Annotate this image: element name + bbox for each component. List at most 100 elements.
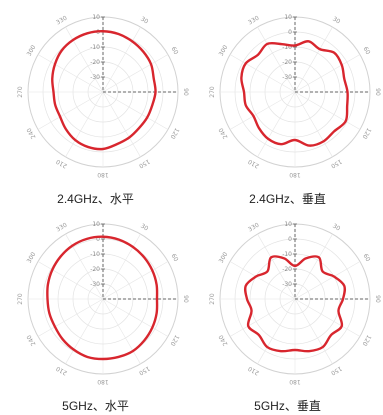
polar-chart-1: 10 0 -10 -20 -30 90 180 270 30 60 120 150 210 240 300 3…	[0, 0, 191, 207]
polar-spoke	[102, 298, 169, 337]
angle-label: 240	[26, 333, 38, 347]
polar-plot-svg: 100-10-20-309018027030601201502102403003…	[209, 14, 381, 178]
angle-label: 60	[362, 253, 372, 263]
angle-label: 300	[218, 44, 230, 58]
polar-spoke	[37, 261, 104, 300]
pattern-series-line	[46, 235, 159, 361]
angle-label: 90	[374, 88, 381, 96]
r-tick-label: -30	[90, 281, 100, 288]
polar-spoke	[102, 54, 169, 93]
r-tick-label: -30	[90, 74, 100, 81]
chart-caption: 5GHz、水平	[62, 399, 129, 413]
polar-spoke	[102, 26, 141, 93]
polar-spoke	[37, 298, 104, 337]
angle-label: 300	[26, 44, 38, 58]
angle-label: 60	[170, 46, 180, 56]
polar-spoke	[102, 91, 141, 158]
r-tick-label: -30	[282, 281, 292, 288]
polar-spoke	[102, 91, 169, 130]
angle-label: 150	[329, 365, 343, 377]
angle-label: 150	[137, 365, 151, 377]
r-tick-label: 0	[288, 29, 292, 36]
r-tick-label: 10	[92, 221, 100, 228]
r-tick-label: -20	[90, 266, 100, 273]
r-tick-label: 10	[284, 14, 292, 21]
r-tick-label: -30	[282, 74, 292, 81]
angle-label: 300	[218, 251, 230, 265]
angle-label: 210	[247, 364, 261, 376]
polar-chart-3: 10 0 -10 -20 -30 90 180 270 30 60 120 150 210 240 300 3…	[0, 207, 191, 414]
angle-label: 270	[209, 293, 216, 305]
polar-spoke	[102, 298, 141, 365]
angle-label: 330	[55, 222, 69, 234]
angle-label: 30	[139, 16, 149, 26]
angle-label: 210	[55, 364, 69, 376]
r-tick-label: 0	[96, 236, 100, 243]
angle-label: 90	[182, 88, 189, 96]
polar-spoke	[257, 298, 296, 365]
angle-label: 60	[362, 46, 372, 56]
chart-caption: 5GHz、垂直	[254, 399, 321, 413]
polar-spoke	[229, 298, 296, 337]
polar-spoke	[294, 54, 361, 93]
polar-spoke	[229, 261, 296, 300]
r-tick-label: 0	[288, 236, 292, 243]
r-tick-label: -10	[90, 251, 100, 258]
polar-spoke	[37, 91, 104, 130]
angle-label: 330	[55, 15, 69, 27]
polar-plot-svg: 100-10-20-309018027030601201502102403003…	[17, 14, 189, 178]
r-tick-label: -20	[282, 59, 292, 66]
r-tick-label: 10	[92, 14, 100, 21]
angle-label: 300	[26, 251, 38, 265]
polar-spoke	[257, 233, 296, 300]
angle-label: 90	[374, 295, 381, 303]
polar-spoke	[65, 91, 104, 158]
angle-label: 180	[289, 378, 301, 385]
pattern-series-line	[51, 30, 157, 151]
angle-label: 240	[218, 126, 230, 140]
polar-spoke	[294, 298, 333, 365]
angle-label: 90	[182, 295, 189, 303]
angle-label: 120	[168, 334, 180, 348]
angle-label: 180	[97, 171, 109, 178]
polar-spoke	[229, 54, 296, 93]
polar-spoke	[294, 91, 333, 158]
polar-spoke	[37, 54, 104, 93]
angle-label: 30	[139, 223, 149, 233]
polar-spoke	[294, 261, 361, 300]
angle-label: 330	[247, 222, 261, 234]
polar-chart-2: 10 0 -10 -20 -30 90 180 270 30 60 120 150 210 240 300 3…	[192, 0, 383, 207]
polar-spoke	[65, 298, 104, 365]
polar-spoke	[257, 91, 296, 158]
r-tick-label: -20	[90, 59, 100, 66]
angle-label: 270	[17, 293, 24, 305]
polar-spoke	[257, 26, 296, 93]
polar-spoke	[294, 298, 361, 337]
angle-label: 120	[360, 127, 372, 141]
polar-spoke	[294, 233, 333, 300]
polar-spoke	[65, 26, 104, 93]
r-tick-label: -10	[282, 251, 292, 258]
polar-spoke	[294, 26, 333, 93]
r-tick-label: -10	[282, 44, 292, 51]
angle-label: 120	[168, 127, 180, 141]
angle-label: 180	[97, 378, 109, 385]
angle-label: 270	[17, 86, 24, 98]
angle-label: 210	[247, 157, 261, 169]
r-tick-label: -20	[282, 266, 292, 273]
polar-spoke	[229, 91, 296, 130]
chart-caption: 2.4GHz、垂直	[249, 192, 326, 206]
polar-spoke	[294, 91, 361, 130]
angle-label: 30	[331, 16, 341, 26]
angle-label: 210	[55, 157, 69, 169]
angle-label: 60	[170, 253, 180, 263]
angle-label: 240	[26, 126, 38, 140]
polar-plot-svg: 100-10-20-309018027030601201502102403003…	[209, 221, 381, 385]
angle-label: 330	[247, 15, 261, 27]
angle-label: 150	[137, 158, 151, 170]
angle-label: 270	[209, 86, 216, 98]
polar-spoke	[102, 261, 169, 300]
angle-label: 30	[331, 223, 341, 233]
polar-spoke	[102, 233, 141, 300]
